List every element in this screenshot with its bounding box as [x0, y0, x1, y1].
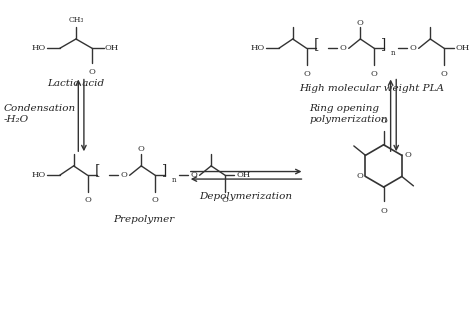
Text: O: O [303, 69, 310, 78]
Text: OH: OH [105, 44, 119, 52]
Text: n: n [391, 49, 395, 57]
Text: ]: ] [162, 164, 167, 177]
Text: [: [ [94, 164, 100, 177]
Text: O: O [120, 171, 127, 179]
Text: ]: ] [381, 37, 386, 51]
Text: OH: OH [456, 44, 470, 52]
Text: HO: HO [31, 44, 46, 52]
Text: O: O [357, 18, 364, 27]
Text: O: O [138, 146, 145, 153]
Text: O: O [222, 197, 228, 204]
Text: O: O [404, 151, 411, 159]
Text: CH₃: CH₃ [68, 16, 84, 24]
Text: O: O [380, 207, 387, 215]
Text: n: n [172, 176, 176, 184]
Text: Condensation
-H₂O: Condensation -H₂O [4, 105, 76, 124]
Text: High molecular weight PLA: High molecular weight PLA [300, 84, 445, 93]
Text: O: O [409, 44, 416, 52]
Text: O: O [441, 69, 447, 78]
Text: O: O [380, 117, 387, 125]
Text: Prepolymer: Prepolymer [113, 215, 174, 224]
Text: OH: OH [237, 171, 251, 179]
Text: [: [ [313, 37, 319, 51]
Text: Ring opening
polymerization: Ring opening polymerization [309, 105, 388, 124]
Text: Lactic acid: Lactic acid [47, 79, 105, 88]
Text: HO: HO [251, 44, 265, 52]
Text: O: O [371, 69, 378, 78]
Text: HO: HO [31, 171, 46, 179]
Text: O: O [190, 171, 197, 179]
Text: O: O [356, 172, 363, 181]
Text: Depolymerization: Depolymerization [200, 192, 292, 201]
Text: O: O [89, 68, 96, 76]
Text: O: O [339, 44, 346, 52]
Text: O: O [152, 197, 159, 204]
Text: O: O [84, 197, 91, 204]
